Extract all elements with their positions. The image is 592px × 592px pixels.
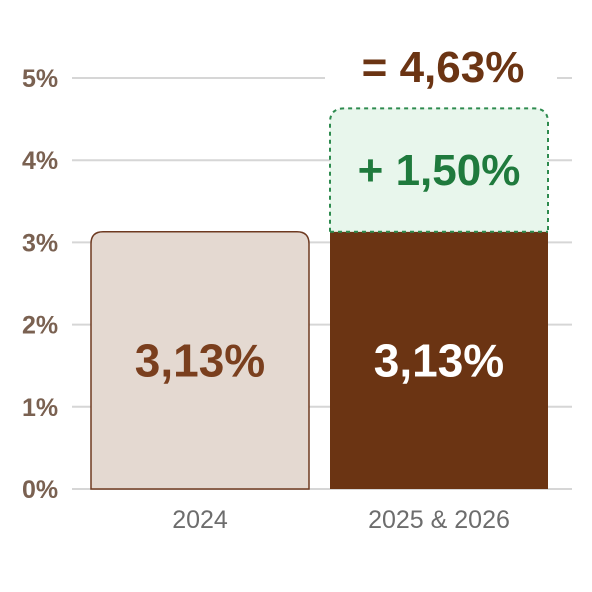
x-category-label: 2025 & 2026 xyxy=(368,506,510,534)
bar-increment-fill xyxy=(330,108,548,232)
y-tick-label: 4% xyxy=(22,147,58,175)
y-tick-label: 2% xyxy=(22,312,58,340)
total-label: = 4,63% xyxy=(362,43,525,92)
bar-labels: 3,13% 3,13% + 1,50% = 4,63% xyxy=(135,43,525,386)
x-axis-categories: 2024 2025 & 2026 xyxy=(172,506,510,534)
y-tick-label: 0% xyxy=(22,476,58,504)
increment-label: + 1,50% xyxy=(358,146,521,195)
bar-label-2024: 3,13% xyxy=(135,334,265,386)
bar-2025-2026-base xyxy=(330,231,548,490)
bar-increment-outline xyxy=(329,107,549,232)
y-tick-label: 1% xyxy=(22,394,58,422)
bar-label-2025-2026: 3,13% xyxy=(374,334,504,386)
x-category-label: 2024 xyxy=(172,506,228,534)
y-axis-ticks: 0% 1% 2% 3% 4% 5% xyxy=(22,65,58,504)
bars xyxy=(90,40,557,490)
y-tick-label: 3% xyxy=(22,229,58,257)
total-label-bg xyxy=(325,40,557,92)
y-tick-label: 5% xyxy=(22,65,58,93)
bar-2024 xyxy=(90,230,310,490)
